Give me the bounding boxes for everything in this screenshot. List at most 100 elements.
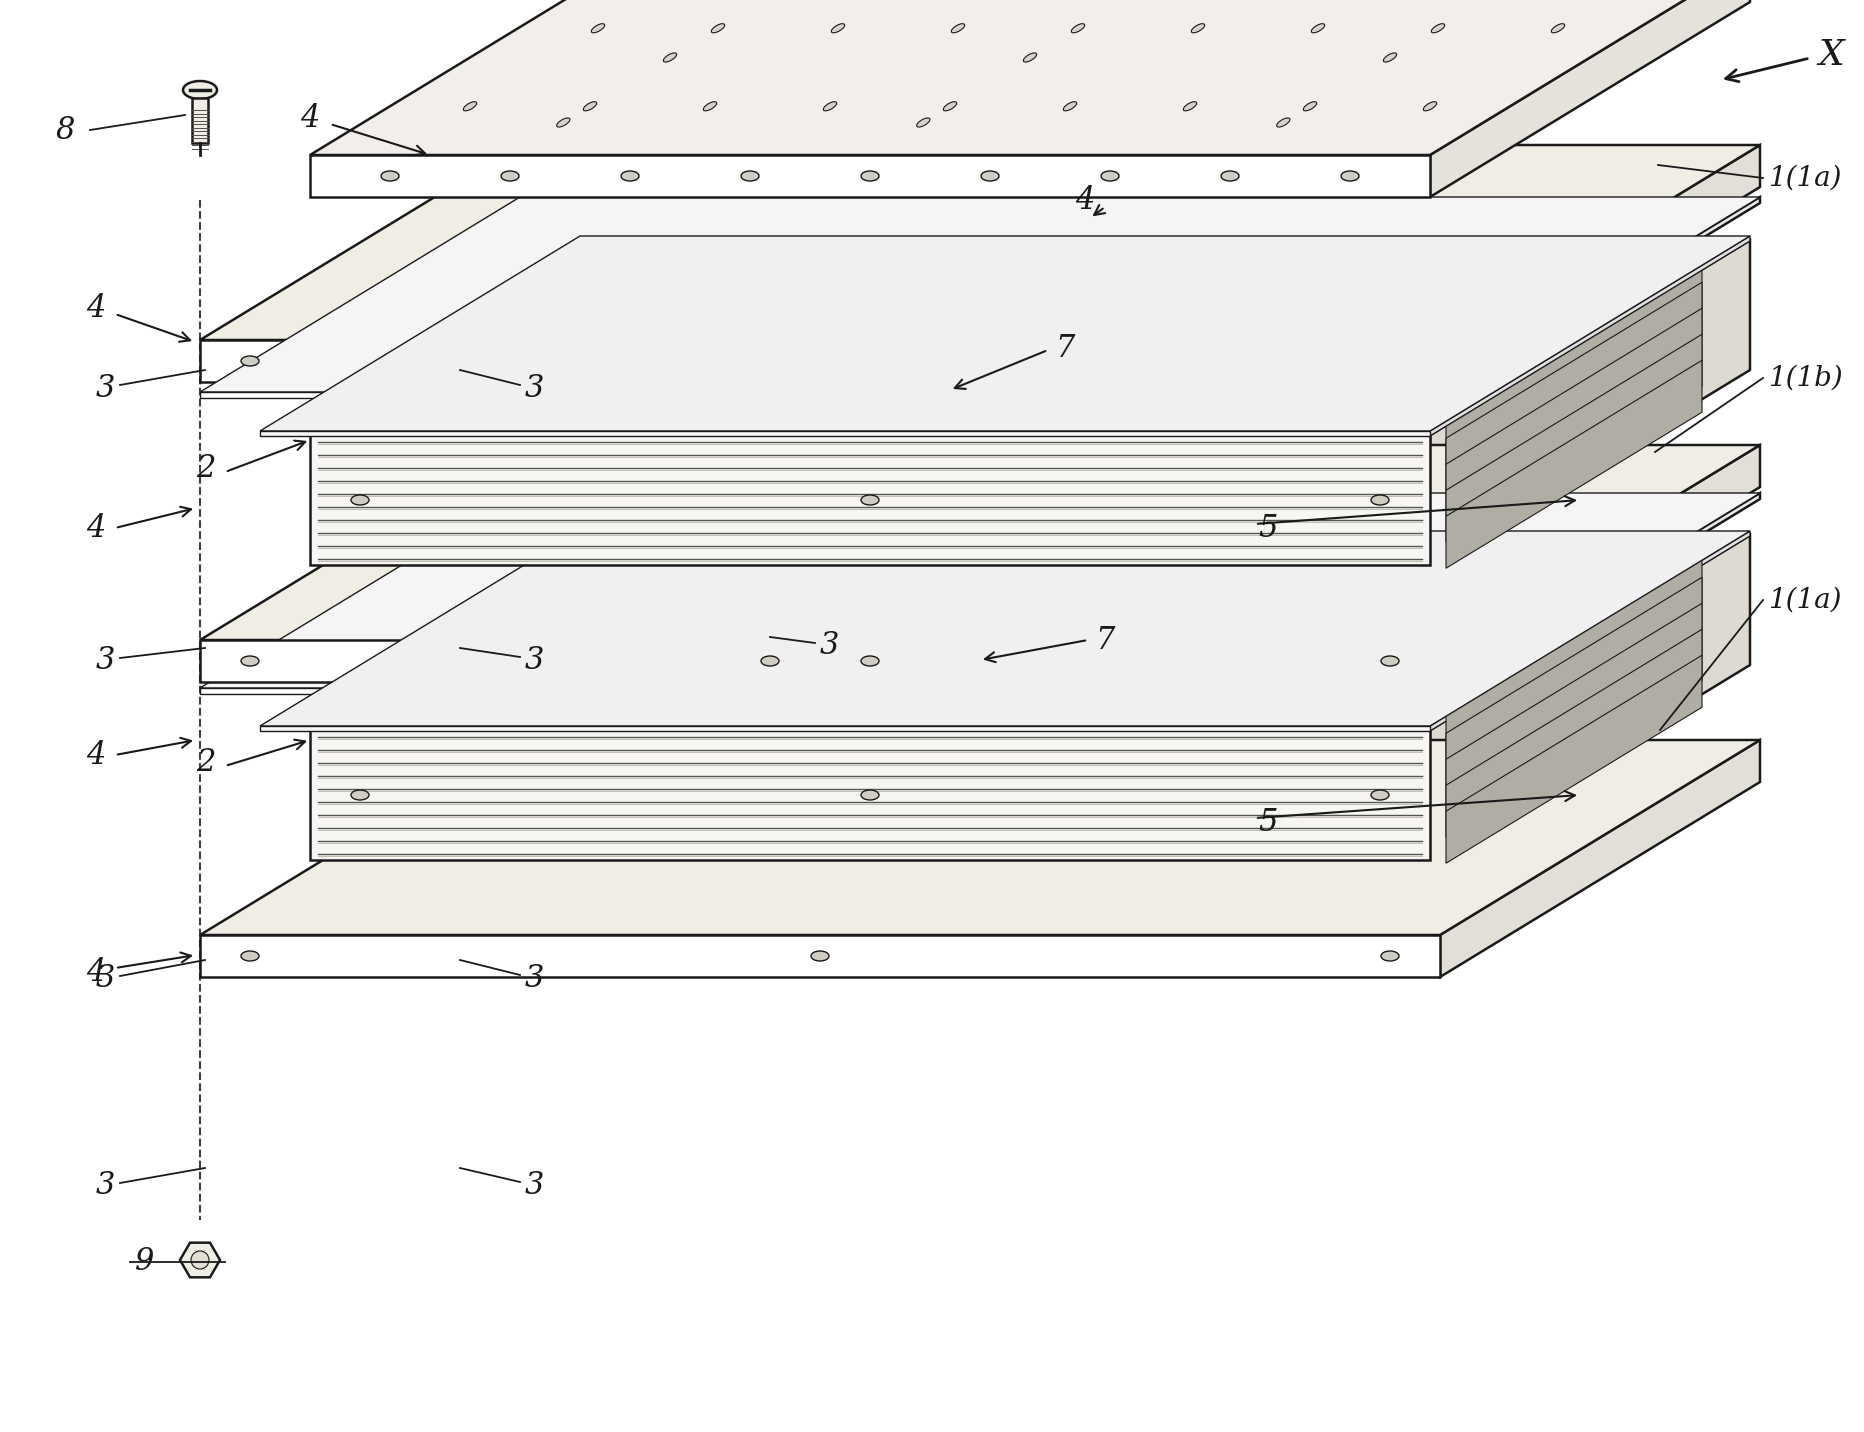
Polygon shape — [259, 431, 1430, 435]
Ellipse shape — [980, 170, 999, 180]
Ellipse shape — [190, 1252, 209, 1269]
Ellipse shape — [943, 102, 956, 110]
Polygon shape — [1441, 198, 1760, 398]
Polygon shape — [199, 445, 1760, 640]
Polygon shape — [1441, 145, 1760, 382]
Ellipse shape — [350, 790, 369, 800]
Text: 1(1b): 1(1b) — [1767, 365, 1843, 391]
Ellipse shape — [811, 951, 829, 961]
Text: 7: 7 — [1094, 624, 1115, 656]
Ellipse shape — [861, 790, 880, 800]
Polygon shape — [1446, 282, 1702, 490]
Polygon shape — [309, 241, 1750, 435]
Ellipse shape — [1432, 24, 1445, 33]
Polygon shape — [1430, 236, 1750, 435]
Ellipse shape — [1221, 170, 1240, 180]
Polygon shape — [1441, 740, 1760, 977]
Ellipse shape — [703, 102, 716, 110]
Ellipse shape — [1381, 357, 1400, 367]
Text: 3: 3 — [95, 372, 116, 404]
Ellipse shape — [1023, 53, 1036, 62]
Text: 1(1a): 1(1a) — [1767, 587, 1842, 613]
Text: 3: 3 — [820, 630, 839, 660]
Polygon shape — [1430, 0, 1750, 198]
Ellipse shape — [861, 170, 880, 180]
Polygon shape — [309, 155, 1430, 198]
Ellipse shape — [1383, 53, 1396, 62]
Polygon shape — [1446, 603, 1702, 812]
Polygon shape — [1446, 629, 1702, 838]
Ellipse shape — [1372, 790, 1389, 800]
Text: 5: 5 — [1258, 513, 1277, 544]
Ellipse shape — [1102, 170, 1118, 180]
Polygon shape — [1430, 536, 1750, 861]
Polygon shape — [1430, 531, 1750, 730]
Text: 2: 2 — [196, 746, 214, 778]
Ellipse shape — [1381, 656, 1400, 666]
Ellipse shape — [1184, 102, 1197, 110]
Text: 4: 4 — [1076, 185, 1094, 215]
Ellipse shape — [380, 170, 399, 180]
Ellipse shape — [240, 357, 259, 367]
Text: 9: 9 — [134, 1246, 155, 1277]
Text: 4: 4 — [86, 513, 104, 544]
Polygon shape — [1446, 577, 1702, 785]
Ellipse shape — [557, 117, 570, 127]
Polygon shape — [199, 687, 1441, 695]
Ellipse shape — [1372, 495, 1389, 505]
Polygon shape — [199, 640, 1441, 682]
Polygon shape — [1446, 656, 1702, 863]
Ellipse shape — [761, 656, 779, 666]
Polygon shape — [1446, 334, 1702, 543]
Polygon shape — [199, 198, 1760, 392]
Ellipse shape — [1340, 170, 1359, 180]
Polygon shape — [199, 145, 1760, 339]
Ellipse shape — [831, 24, 844, 33]
Polygon shape — [1446, 308, 1702, 517]
Ellipse shape — [1072, 24, 1085, 33]
Text: 3: 3 — [526, 1170, 544, 1200]
Ellipse shape — [183, 82, 216, 99]
Ellipse shape — [591, 24, 604, 33]
Ellipse shape — [1303, 102, 1316, 110]
Text: 8: 8 — [56, 115, 75, 146]
Polygon shape — [1446, 361, 1702, 569]
Ellipse shape — [811, 357, 829, 367]
Ellipse shape — [742, 170, 759, 180]
Text: 4: 4 — [300, 103, 321, 133]
Text: 4: 4 — [86, 957, 104, 988]
Ellipse shape — [1551, 24, 1564, 33]
Ellipse shape — [1424, 102, 1437, 110]
Ellipse shape — [583, 102, 596, 110]
Ellipse shape — [240, 656, 259, 666]
Polygon shape — [309, 536, 1750, 730]
Polygon shape — [1446, 551, 1702, 759]
FancyBboxPatch shape — [192, 97, 209, 143]
Text: 3: 3 — [526, 372, 544, 404]
Polygon shape — [199, 740, 1760, 935]
Ellipse shape — [712, 24, 725, 33]
Text: 3: 3 — [95, 644, 116, 676]
Text: 4: 4 — [86, 739, 104, 770]
Text: 3: 3 — [526, 644, 544, 676]
Polygon shape — [199, 493, 1760, 687]
Polygon shape — [309, 730, 1430, 861]
Ellipse shape — [824, 102, 837, 110]
Ellipse shape — [1381, 951, 1400, 961]
Polygon shape — [1441, 445, 1760, 682]
Polygon shape — [1446, 256, 1702, 464]
Ellipse shape — [464, 102, 477, 110]
Polygon shape — [259, 726, 1430, 730]
Ellipse shape — [951, 24, 966, 33]
Text: 4: 4 — [86, 292, 104, 324]
Ellipse shape — [1277, 117, 1290, 127]
Polygon shape — [1441, 493, 1760, 695]
Polygon shape — [259, 236, 1750, 431]
Polygon shape — [199, 935, 1441, 977]
Text: 3: 3 — [95, 1170, 116, 1200]
Polygon shape — [199, 392, 1441, 398]
Polygon shape — [199, 339, 1441, 382]
Text: 2: 2 — [196, 453, 214, 484]
Text: 1(1a): 1(1a) — [1767, 165, 1842, 192]
Ellipse shape — [350, 495, 369, 505]
